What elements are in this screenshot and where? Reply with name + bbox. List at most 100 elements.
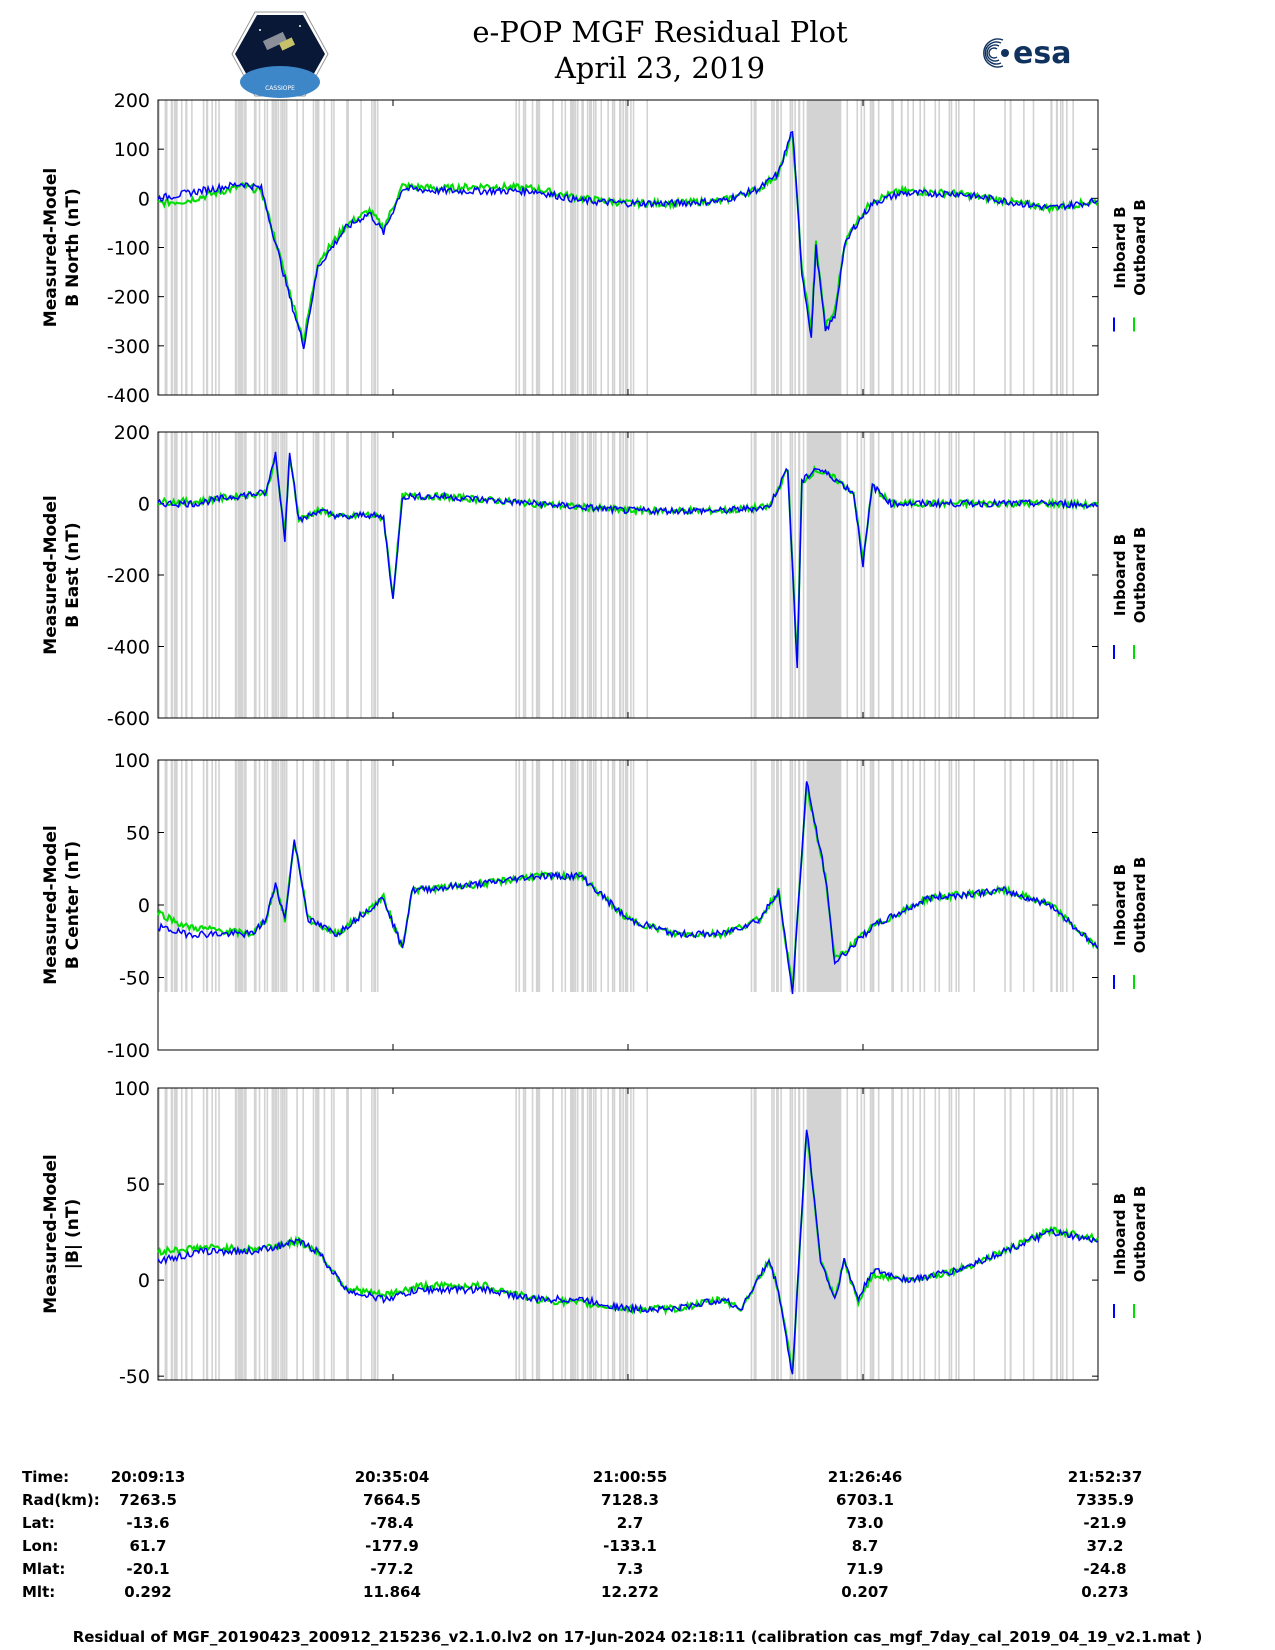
data-gap-band <box>846 432 849 718</box>
data-gap-band <box>175 760 177 992</box>
y-tick-label: 100 <box>114 139 150 161</box>
data-gap-band <box>205 760 208 992</box>
data-gap-band <box>877 760 880 992</box>
data-gap-band <box>1061 760 1064 992</box>
data-gap-band <box>515 100 517 395</box>
y-tick-label: 200 <box>114 422 150 444</box>
data-gap-band <box>611 100 614 395</box>
data-gap-band <box>646 1088 649 1380</box>
data-gap-band <box>780 100 782 395</box>
data-gap-band <box>600 432 603 718</box>
info-cell: 7664.5 <box>363 1491 421 1509</box>
data-gap-band <box>775 760 778 992</box>
y-tick-label: -200 <box>107 287 150 309</box>
data-gap-band <box>955 760 958 992</box>
data-gap-band <box>973 1088 976 1380</box>
info-cell: 21:26:46 <box>827 1468 903 1486</box>
data-gap-band <box>205 100 208 395</box>
data-gap-band <box>564 1088 567 1380</box>
data-gap-band <box>371 100 373 395</box>
info-cell: 20:09:13 <box>110 1468 186 1486</box>
data-gap-band <box>912 432 915 718</box>
data-gap-band <box>266 432 269 718</box>
data-gap-band <box>582 100 584 395</box>
data-gap-band <box>871 432 873 718</box>
data-gap-band <box>173 432 176 718</box>
info-cell: 0.273 <box>1081 1583 1129 1601</box>
data-gap-band <box>239 1088 242 1380</box>
data-gap-band <box>165 100 168 395</box>
cassiope-mission-logo: CASSIOPE <box>231 11 329 98</box>
data-gap-band <box>171 432 173 718</box>
data-gap-band <box>312 760 315 992</box>
data-gap-band <box>180 100 183 395</box>
data-gap-band <box>376 760 379 992</box>
data-gap-band <box>625 760 628 992</box>
data-gap-band <box>934 1088 937 1380</box>
data-gap-band <box>316 1088 319 1380</box>
data-gap-band <box>214 760 217 992</box>
data-gap-band <box>794 100 796 395</box>
info-cell: 7128.3 <box>601 1491 659 1509</box>
data-gap-band <box>1004 760 1006 992</box>
legend: Inboard B Outboard B <box>1111 527 1149 624</box>
data-gap-band <box>346 432 348 718</box>
data-gap-band <box>238 100 241 395</box>
data-gap-band <box>755 760 757 992</box>
data-gap-band <box>374 432 376 718</box>
y-axis-label: Measured-Model B East (nT) <box>41 495 83 654</box>
data-gap-band <box>869 1088 872 1380</box>
data-gap-band <box>185 100 188 395</box>
info-cell: 73.0 <box>846 1514 884 1532</box>
data-gap-band <box>618 760 621 992</box>
data-gap-band <box>518 760 521 992</box>
data-gap-band <box>607 760 609 992</box>
info-cell: 71.9 <box>846 1560 884 1578</box>
data-gap-band <box>589 760 591 992</box>
y-tick-label: -200 <box>107 565 150 587</box>
data-gap-band <box>283 100 286 395</box>
data-gap-band <box>272 100 275 395</box>
data-gap-band <box>515 760 517 992</box>
data-gap-band <box>586 1088 589 1380</box>
data-gap-band <box>235 760 238 992</box>
data-gap-band <box>755 100 757 395</box>
data-gap-band <box>202 760 205 992</box>
data-gap-band <box>237 100 240 395</box>
data-gap-band <box>907 100 909 395</box>
data-gap-band <box>274 100 277 395</box>
data-gap-band <box>277 432 280 718</box>
data-gap-band <box>347 100 349 395</box>
data-gap-band <box>802 760 805 992</box>
data-gap-band <box>266 1088 269 1380</box>
data-gap-band <box>280 100 282 395</box>
data-gap-band <box>1004 1088 1006 1380</box>
data-gap-band <box>315 1088 317 1380</box>
data-gap-band <box>613 1088 616 1380</box>
data-gap-band <box>1032 100 1035 395</box>
legend-label-inboard: Inboard B <box>1111 534 1129 616</box>
data-gap-band <box>360 760 362 992</box>
data-gap-band <box>860 100 863 395</box>
data-gap-band <box>877 432 880 718</box>
data-gap-band <box>316 760 319 992</box>
info-cell: 0.207 <box>841 1583 889 1601</box>
data-gap-band <box>1055 432 1058 718</box>
data-gap-band <box>595 1088 597 1380</box>
info-row-label: Rad(km): <box>22 1491 100 1509</box>
data-gap-band <box>856 100 859 395</box>
data-gap-band <box>564 432 567 718</box>
data-gap-band <box>892 100 895 395</box>
data-gap-band <box>791 1088 794 1380</box>
data-gap-band <box>158 1088 160 1380</box>
data-gap-band <box>1004 100 1006 395</box>
data-gap-band <box>806 1088 842 1380</box>
data-gap-band <box>1009 432 1012 718</box>
panel-2: 200 0 -200 -400 -600 Measured-Model B East (nT… <box>41 422 1149 730</box>
data-gap-band <box>211 100 213 395</box>
data-gap-band <box>892 1088 895 1380</box>
data-gap-band <box>869 432 872 718</box>
y-label-line-1: Measured-Model <box>41 825 61 984</box>
data-gap-band <box>863 760 866 992</box>
data-gap-band <box>632 432 635 718</box>
